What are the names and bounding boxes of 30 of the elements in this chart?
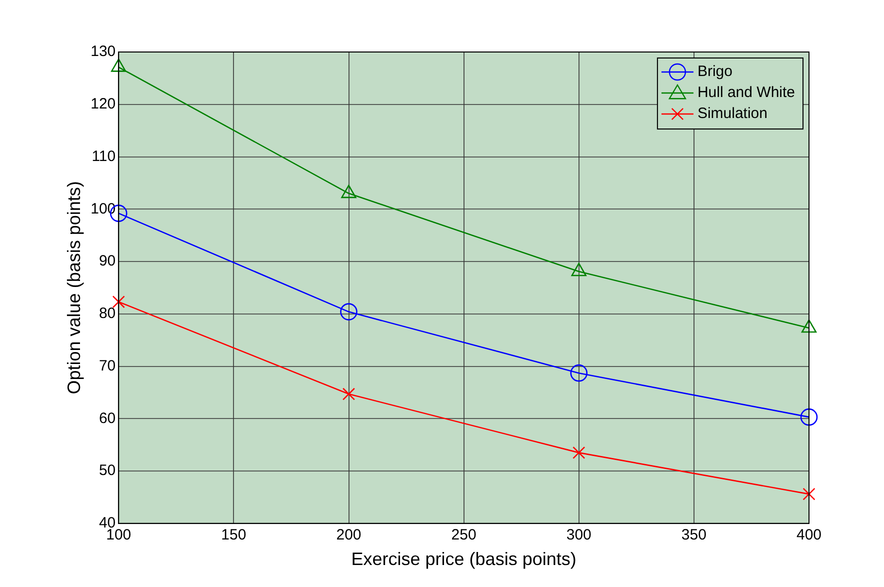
point: [800, 408, 818, 426]
point: [572, 446, 586, 459]
legend-label: Hull and White: [697, 84, 796, 102]
y-tick-label: 70: [98, 357, 116, 374]
y-tick-label: 80: [98, 305, 116, 322]
point: [571, 262, 586, 276]
point: [342, 388, 356, 400]
y-tick-label: 130: [90, 43, 116, 60]
point: [340, 303, 358, 320]
x-tick-label: 400: [796, 526, 822, 544]
y-tick-label: 50: [98, 462, 116, 480]
x-tick-label: 350: [681, 526, 706, 544]
point: [341, 184, 356, 198]
point: [801, 319, 817, 333]
x-tick-label: 250: [451, 526, 476, 544]
y-tick-label: 120: [90, 96, 116, 113]
y-axis-title: Option value (basis points): [64, 181, 84, 394]
point: [802, 488, 816, 500]
point: [111, 58, 126, 72]
legend-label: Brigo: [697, 63, 732, 80]
x-tick-label: 300: [566, 526, 592, 544]
x-tick-label: 150: [221, 526, 246, 544]
y-tick-label: 110: [92, 148, 116, 165]
legend-label: Simulation: [697, 105, 768, 122]
y-tick-label: 90: [98, 252, 116, 270]
point: [570, 364, 588, 382]
y-tick-label: 60: [98, 410, 116, 427]
x-tick-label: 200: [336, 526, 362, 544]
x-axis-title: Exercise price (basis points): [351, 549, 576, 570]
point: [112, 296, 125, 308]
